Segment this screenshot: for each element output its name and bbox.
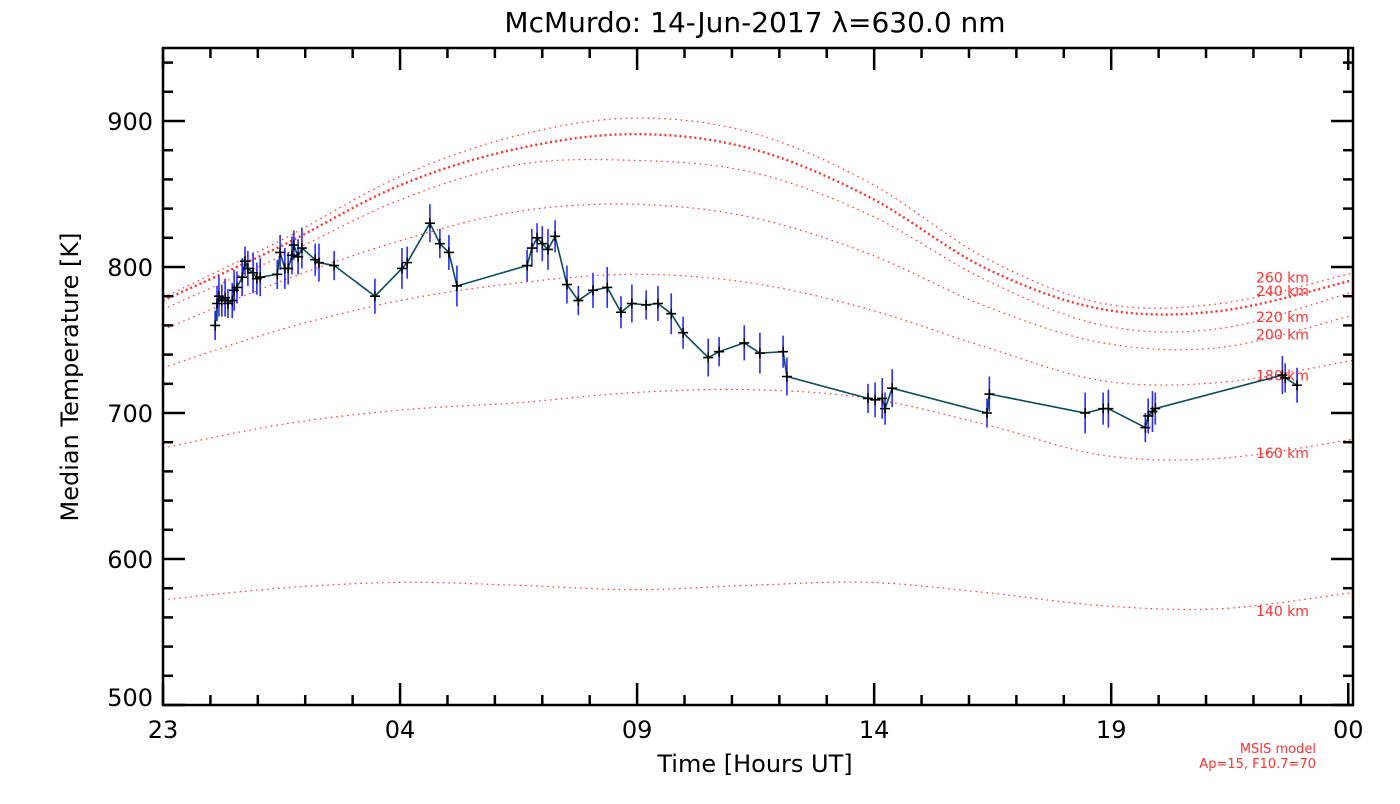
data-point bbox=[678, 327, 689, 338]
x-axis-label: Time [Hours UT] bbox=[656, 750, 852, 778]
data-point bbox=[329, 260, 340, 271]
y-tick-label: 800 bbox=[107, 254, 153, 282]
data-point bbox=[1292, 380, 1303, 391]
data-point bbox=[443, 247, 454, 258]
data-point bbox=[550, 231, 561, 242]
measurement-series bbox=[210, 204, 1303, 443]
data-point bbox=[615, 307, 626, 318]
y-axis-label: Median Temperature [K] bbox=[56, 232, 84, 521]
data-point bbox=[870, 394, 881, 405]
data-point bbox=[296, 243, 307, 254]
data-point bbox=[984, 389, 995, 400]
data-point bbox=[561, 279, 572, 290]
y-tick-label: 600 bbox=[107, 546, 153, 574]
data-point bbox=[283, 263, 294, 274]
data-point bbox=[537, 238, 548, 249]
data-point bbox=[1140, 422, 1151, 433]
data-point bbox=[293, 251, 304, 262]
data-point bbox=[237, 272, 248, 283]
model-curve-260km bbox=[162, 117, 1354, 309]
x-tick-label: 09 bbox=[622, 716, 653, 744]
data-point bbox=[220, 292, 231, 303]
model-curve-label: 260 km bbox=[1256, 271, 1309, 287]
data-point bbox=[272, 269, 283, 280]
data-point bbox=[666, 308, 677, 319]
data-point bbox=[526, 243, 537, 254]
data-point bbox=[231, 282, 242, 293]
y-tick-label: 900 bbox=[107, 108, 153, 136]
data-point bbox=[714, 346, 725, 357]
data-point bbox=[210, 320, 221, 331]
data-point bbox=[862, 393, 873, 404]
data-point bbox=[1103, 403, 1114, 414]
y-tick-label: 700 bbox=[107, 400, 153, 428]
data-point bbox=[1080, 408, 1091, 418]
data-point bbox=[588, 285, 599, 296]
data-point bbox=[288, 240, 299, 251]
data-point bbox=[703, 352, 714, 363]
model-curve-label: 220 km bbox=[1256, 310, 1309, 326]
data-point bbox=[754, 348, 765, 359]
model-curve-label: 200 km bbox=[1256, 328, 1309, 344]
data-point bbox=[522, 260, 533, 271]
data-point bbox=[227, 295, 238, 306]
model-params-annotation: Ap=15, F10.7=70 bbox=[1199, 757, 1316, 772]
model-curve-label: 140 km bbox=[1256, 604, 1309, 620]
x-tick-label: 23 bbox=[148, 716, 179, 744]
x-tick-label: 14 bbox=[859, 716, 890, 744]
data-point bbox=[641, 299, 652, 310]
data-point bbox=[451, 280, 462, 291]
model-curve-140km bbox=[162, 581, 1354, 611]
model-curve-label: 240 km bbox=[1256, 284, 1309, 300]
data-point bbox=[402, 257, 413, 268]
axes: 500 600 700 800 900 23 04 09 14 19 00 bbox=[107, 46, 1364, 744]
data-point bbox=[248, 267, 259, 278]
data-point bbox=[887, 383, 898, 394]
model-curve-240km bbox=[162, 132, 1354, 316]
data-point bbox=[275, 247, 286, 258]
y-tick-label: 500 bbox=[107, 684, 153, 712]
data-point bbox=[880, 403, 891, 414]
data-point bbox=[424, 218, 435, 229]
data-point bbox=[1143, 410, 1154, 421]
data-point bbox=[242, 263, 253, 274]
data-point bbox=[1150, 403, 1161, 414]
data-point bbox=[877, 393, 888, 404]
data-point bbox=[396, 263, 407, 274]
plot-frame bbox=[161, 46, 1355, 707]
data-point bbox=[626, 298, 637, 309]
model-name-annotation: MSIS model bbox=[1240, 742, 1316, 757]
data-point bbox=[286, 250, 297, 261]
chart-title: McMurdo: 14-Jun-2017 λ=630.0 nm bbox=[504, 6, 1005, 39]
data-point bbox=[573, 295, 584, 306]
data-point bbox=[313, 257, 324, 268]
data-point bbox=[1280, 372, 1291, 383]
data-point bbox=[778, 346, 789, 357]
x-tick-label: 19 bbox=[1096, 716, 1127, 744]
data-point bbox=[532, 232, 543, 243]
data-point bbox=[781, 371, 792, 382]
model-curve-200km bbox=[162, 203, 1354, 351]
model-curve-label: 160 km bbox=[1256, 446, 1309, 462]
model-curve-220km bbox=[162, 158, 1354, 333]
model-curve-180km bbox=[162, 273, 1354, 386]
data-point bbox=[434, 238, 445, 249]
median-temperature-line bbox=[214, 221, 1298, 429]
data-point bbox=[255, 272, 266, 283]
data-point bbox=[981, 408, 992, 418]
model-curve-160km bbox=[162, 388, 1354, 461]
data-point bbox=[602, 282, 613, 293]
data-point bbox=[369, 291, 380, 302]
x-tick-label: 04 bbox=[385, 716, 416, 744]
data-point bbox=[652, 298, 663, 309]
x-tick-label: 00 bbox=[1333, 716, 1364, 744]
data-point bbox=[739, 337, 750, 348]
data-point bbox=[240, 256, 251, 267]
data-point bbox=[542, 244, 553, 255]
